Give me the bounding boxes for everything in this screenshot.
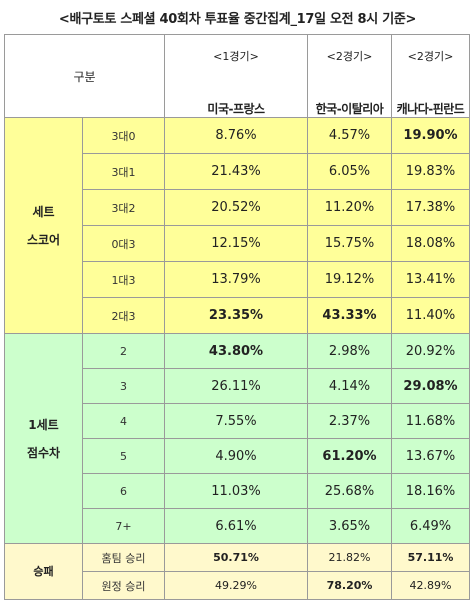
- percent-cell: 78.20%: [307, 571, 392, 600]
- table-row: 0대3 12.15% 15.75% 18.08%: [5, 225, 470, 262]
- percent-cell: 4.14%: [307, 368, 392, 404]
- table-row: 3대1 21.43% 6.05% 19.83%: [5, 153, 470, 190]
- percent-cell: 7.55%: [164, 403, 308, 439]
- percent-cell: 12.15%: [164, 225, 308, 262]
- row-label: 2: [82, 333, 165, 369]
- percent-cell: 11.20%: [307, 189, 392, 226]
- gubun-header: 구분: [4, 34, 165, 118]
- percent-cell: 11.03%: [164, 473, 308, 509]
- row-label: 2대3: [82, 297, 165, 334]
- percent-cell: 20.52%: [164, 189, 308, 226]
- percent-cell: 4.57%: [307, 117, 392, 154]
- percent-cell: 42.89%: [391, 571, 470, 600]
- percent-cell: 8.76%: [164, 117, 308, 154]
- percent-cell: 49.29%: [164, 571, 308, 600]
- win-loss-group-label: 승패: [4, 543, 83, 600]
- percent-cell: 18.16%: [391, 473, 470, 509]
- row-label: 5: [82, 438, 165, 474]
- percent-cell: 15.75%: [307, 225, 392, 262]
- percent-cell: 6.05%: [307, 153, 392, 190]
- round-label: <1경기>: [213, 50, 259, 63]
- percent-cell: 50.71%: [164, 543, 308, 572]
- group-label-line: 스코어: [26, 232, 61, 247]
- percent-cell: 61.20%: [307, 438, 392, 474]
- vote-table-body: 구분 <1경기> 미국-프랑스 <2경기> 한국-이탈리아 <2경기> 캐나다-…: [4, 34, 470, 600]
- row-label: 3: [82, 368, 165, 404]
- percent-cell: 19.90%: [391, 117, 470, 154]
- percent-cell: 6.61%: [164, 508, 308, 544]
- row-label: 0대3: [82, 225, 165, 262]
- table-row: 3 26.11% 4.14% 29.08%: [5, 368, 470, 404]
- percent-cell: 11.68%: [391, 403, 470, 439]
- table-row: 1세트 점수차 2 43.80% 2.98% 20.92%: [4, 333, 470, 544]
- percent-cell: 2.98%: [307, 333, 392, 369]
- header-row: 구분 <1경기> 미국-프랑스 <2경기> 한국-이탈리아 <2경기> 캐나다-…: [4, 34, 470, 118]
- row-label: 홈팀 승리: [82, 543, 165, 572]
- percent-cell: 4.90%: [164, 438, 308, 474]
- percent-cell: 19.83%: [391, 153, 470, 190]
- percent-cell: 18.08%: [391, 225, 470, 262]
- percent-cell: 57.11%: [391, 543, 470, 572]
- match-column-header: <2경기> 캐나다-핀란드: [391, 34, 470, 118]
- row-label: 원정 승리: [82, 571, 165, 600]
- group-label-line: 1세트: [28, 417, 59, 432]
- row-label: 6: [82, 473, 165, 509]
- match-label: 캐나다-핀란드: [396, 102, 465, 116]
- percent-cell: 17.38%: [391, 189, 470, 226]
- page-title: <배구토토 스페셜 40회차 투표율 중간집계_17일 오전 8시 기준>: [58, 12, 417, 27]
- match-label: 미국-프랑스: [207, 102, 265, 116]
- percent-cell: 13.79%: [164, 261, 308, 298]
- percent-cell: 6.49%: [391, 508, 470, 544]
- percent-cell: 25.68%: [307, 473, 392, 509]
- percent-cell: 3.65%: [307, 508, 392, 544]
- table-row: 세트 스코어 3대0 8.76% 4.57% 19.90%: [4, 117, 470, 334]
- table-row: 승패 홈팀 승리 50.71% 21.82% 57.11%: [4, 543, 470, 600]
- percent-cell: 19.12%: [307, 261, 392, 298]
- percent-cell: 13.41%: [391, 261, 470, 298]
- round-label: <2경기>: [326, 50, 373, 63]
- row-label: 1대3: [82, 261, 165, 298]
- percent-cell: 11.40%: [391, 297, 470, 334]
- table-row: 4 7.55% 2.37% 11.68%: [5, 403, 470, 439]
- match-column-header: <2경기> 한국-이탈리아: [307, 34, 392, 118]
- match-column-header: <1경기> 미국-프랑스: [164, 34, 308, 118]
- group-label-line: 세트: [32, 204, 55, 219]
- percent-cell: 20.92%: [391, 333, 470, 369]
- percent-cell: 43.80%: [164, 333, 308, 369]
- row-label: 7+: [82, 508, 165, 544]
- table-row: 2대3 23.35% 43.33% 11.40%: [5, 297, 470, 334]
- percent-cell: 29.08%: [391, 368, 470, 404]
- row-label: 3대1: [82, 153, 165, 190]
- percent-cell: 23.35%: [164, 297, 308, 334]
- vote-table: 구분 <1경기> 미국-프랑스 <2경기> 한국-이탈리아 <2경기> 캐나다-…: [4, 34, 470, 600]
- percent-cell: 2.37%: [307, 403, 392, 439]
- table-row: 3대2 20.52% 11.20% 17.38%: [5, 189, 470, 226]
- row-label: 4: [82, 403, 165, 439]
- percent-cell: 21.43%: [164, 153, 308, 190]
- percent-cell: 21.82%: [307, 543, 392, 572]
- row-label: 3대2: [82, 189, 165, 226]
- group-label-line: 승패: [33, 564, 54, 578]
- table-row: 1대3 13.79% 19.12% 13.41%: [5, 261, 470, 298]
- match-label: 한국-이탈리아: [315, 102, 384, 116]
- percent-cell: 13.67%: [391, 438, 470, 474]
- percent-cell: 26.11%: [164, 368, 308, 404]
- round-label: <2경기>: [407, 50, 454, 63]
- row-label: 3대0: [82, 117, 165, 154]
- table-row: 7+ 6.61% 3.65% 6.49%: [5, 508, 470, 544]
- group-label-line: 점수차: [26, 445, 61, 460]
- percent-cell: 43.33%: [307, 297, 392, 334]
